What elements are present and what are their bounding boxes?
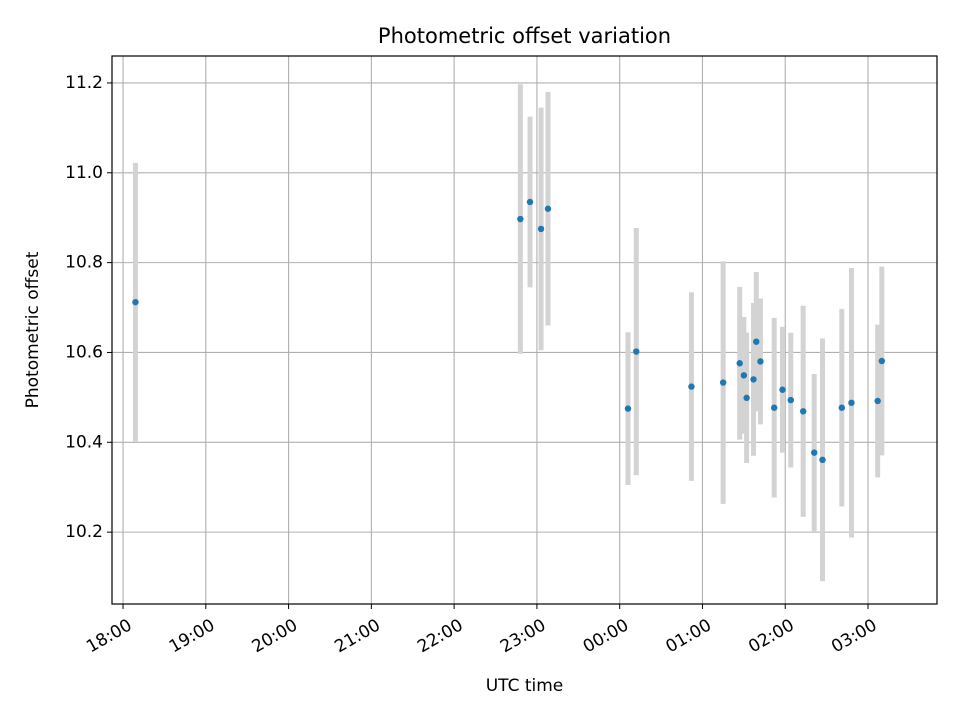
data-point — [544, 205, 552, 212]
data-point — [624, 405, 632, 412]
data-point — [757, 358, 764, 365]
data-point — [874, 397, 881, 405]
error-bars — [132, 84, 885, 582]
x-tick-label: 02:00 — [745, 615, 797, 657]
data-point — [819, 456, 826, 464]
data-point — [688, 383, 695, 390]
data-points — [132, 198, 886, 464]
data-point — [736, 360, 743, 367]
data-point — [779, 386, 786, 393]
x-tick-label: 23:00 — [497, 615, 549, 657]
data-point — [838, 404, 846, 411]
data-point — [743, 394, 750, 402]
x-tick-label: 21:00 — [331, 615, 383, 657]
x-tick-label: 19:00 — [166, 615, 218, 657]
data-point — [848, 399, 855, 406]
data-point — [878, 357, 886, 365]
data-point — [526, 198, 534, 206]
data-point — [740, 372, 748, 379]
y-tick-label: 10.4 — [65, 432, 103, 452]
data-point — [517, 215, 524, 223]
data-point — [771, 404, 778, 411]
y-axis: 10.2 10.4 10.6 10.8 11.0 11.2 — [65, 73, 112, 542]
y-tick-label: 10.6 — [65, 342, 103, 362]
x-tick-label: 20:00 — [249, 615, 301, 657]
y-tick-label: 10.2 — [65, 522, 103, 542]
chart-title: Photometric offset variation — [378, 24, 671, 48]
data-point — [753, 338, 760, 345]
y-axis-label: Photometric offset — [23, 251, 43, 408]
data-point — [799, 408, 807, 415]
x-axis: 18:00 19:00 20:00 21:00 22:00 23:00 00:00 01:00… — [83, 604, 881, 657]
y-tick-label: 10.8 — [65, 253, 103, 273]
data-point — [811, 449, 818, 456]
x-tick-label: 22:00 — [414, 615, 466, 657]
plot-frame — [111, 55, 938, 605]
x-tick-label: 03:00 — [828, 615, 880, 657]
data-point — [750, 376, 757, 383]
data-point — [633, 348, 640, 355]
x-tick-label: 18:00 — [83, 615, 135, 657]
data-point — [537, 225, 545, 233]
data-point — [132, 298, 139, 306]
data-point — [787, 396, 794, 404]
data-point — [719, 379, 727, 386]
x-tick-label: 00:00 — [580, 615, 632, 657]
grid — [112, 56, 937, 604]
x-axis-label: UTC time — [486, 676, 564, 696]
x-tick-label: 01:00 — [663, 615, 715, 657]
y-tick-label: 11.2 — [65, 73, 103, 93]
y-tick-label: 11.0 — [65, 163, 103, 183]
